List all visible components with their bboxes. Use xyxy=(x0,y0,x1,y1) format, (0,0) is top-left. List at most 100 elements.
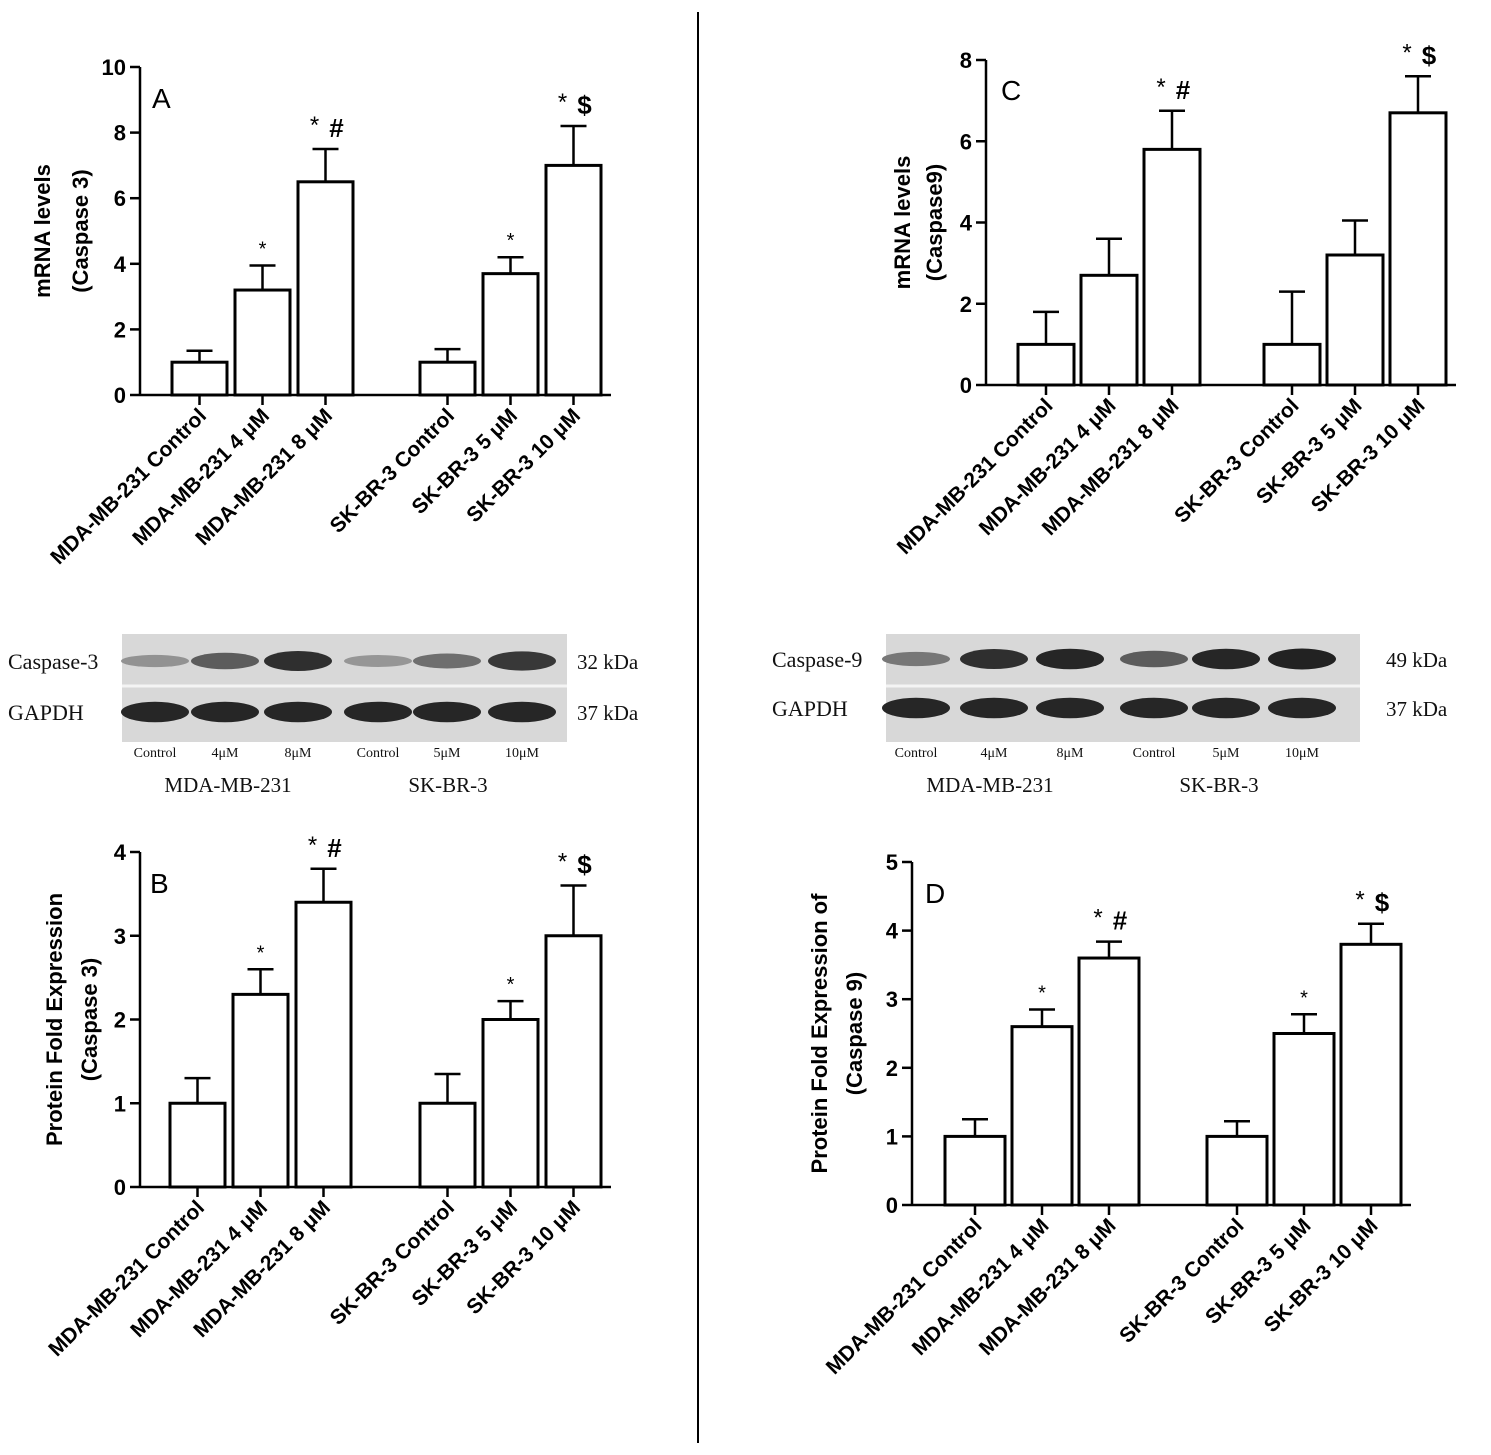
blot-row-label: GAPDH xyxy=(772,696,848,721)
cell-line-label: MDA-MB-231 xyxy=(164,773,291,797)
panel-label: A xyxy=(152,83,171,114)
blot-kda-label: 37 kDa xyxy=(577,701,639,725)
lane-label: Control xyxy=(1133,746,1176,761)
significance-asterisk: * xyxy=(558,89,567,116)
protein-band xyxy=(1036,697,1104,719)
bar xyxy=(1205,1134,1269,1207)
y-tick-label: 8 xyxy=(114,121,126,146)
category-label: SK-BR-3 10 μM xyxy=(462,404,585,527)
significance-asterisk: * xyxy=(1093,905,1102,932)
y-axis-label: (Caspase 9) xyxy=(842,972,867,1096)
y-tick-label: 4 xyxy=(114,252,127,277)
lane-label: 5μM xyxy=(1213,746,1241,761)
protein-band xyxy=(191,701,259,723)
y-axis-label: Protein Fold Expression xyxy=(42,893,67,1146)
bar xyxy=(1262,342,1322,387)
blot-kda-label: 49 kDa xyxy=(1386,648,1448,672)
significance-symbol: $ xyxy=(1375,888,1390,918)
significance-asterisk: * xyxy=(310,112,319,139)
y-tick-label: 0 xyxy=(886,1193,898,1218)
y-tick-label: 6 xyxy=(960,129,972,154)
y-tick-label: 4 xyxy=(886,919,899,944)
bar xyxy=(544,934,603,1189)
y-tick-label: 4 xyxy=(960,211,973,236)
y-axis-label: (Caspase 3) xyxy=(77,958,102,1082)
y-axis-label: (Caspase9) xyxy=(922,164,947,281)
significance-asterisk: * xyxy=(1402,39,1411,66)
chart-d: 0 1 2 3 4 5 Protein Fold Expression of (Caspase… xyxy=(807,850,1411,1379)
protein-band xyxy=(413,701,481,723)
protein-band xyxy=(1192,648,1260,670)
significance-symbol: # xyxy=(1176,75,1191,105)
chart-b: 0 1 2 3 4 Protein Fold Expression (Caspase 3) B… xyxy=(42,832,611,1361)
lane-label: 5μM xyxy=(434,746,462,761)
panel-label: C xyxy=(1001,75,1021,106)
protein-band xyxy=(1120,697,1188,719)
lane-label: Control xyxy=(895,746,938,761)
bar xyxy=(481,272,540,397)
bar xyxy=(1272,1032,1336,1207)
significance-symbol: # xyxy=(1113,906,1128,936)
bar xyxy=(481,1018,540,1189)
significance-symbol: $ xyxy=(577,850,592,880)
bar xyxy=(418,360,477,397)
lane-label: 10μM xyxy=(505,746,540,761)
y-axis-label: Protein Fold Expression of xyxy=(807,893,832,1174)
bar xyxy=(1339,942,1403,1207)
significance-symbol: # xyxy=(329,113,344,143)
bar xyxy=(170,360,229,397)
blot-row-label: Caspase-9 xyxy=(772,647,862,672)
bar xyxy=(943,1134,1007,1207)
bar xyxy=(544,163,603,397)
protein-band xyxy=(1192,697,1260,719)
protein-band xyxy=(1036,648,1104,670)
y-tick-label: 3 xyxy=(114,924,126,949)
y-tick-label: 5 xyxy=(886,850,898,875)
significance-asterisk: * xyxy=(1156,74,1165,101)
blot-kda-label: 32 kDa xyxy=(577,650,639,674)
category-label: SK-BR-3 Control xyxy=(1115,1214,1248,1347)
significance-asterisk: * xyxy=(1038,982,1046,1004)
bar xyxy=(1079,273,1139,387)
protein-band xyxy=(882,651,950,667)
y-tick-label: 2 xyxy=(114,317,126,342)
bar xyxy=(1388,111,1448,387)
y-axis-label: mRNA levels xyxy=(890,156,915,290)
protein-band xyxy=(264,651,332,671)
y-tick-label: 1 xyxy=(886,1124,898,1149)
y-tick-label: 6 xyxy=(114,186,126,211)
lane-label: 10μM xyxy=(1285,746,1320,761)
significance-asterisk: * xyxy=(257,942,265,964)
bar xyxy=(296,180,355,397)
protein-band xyxy=(488,701,556,723)
protein-band xyxy=(488,651,556,671)
cell-line-label: MDA-MB-231 xyxy=(926,773,1053,797)
protein-band xyxy=(1120,650,1188,668)
significance-asterisk: * xyxy=(308,832,317,859)
y-tick-label: 3 xyxy=(886,987,898,1012)
protein-band xyxy=(1268,648,1336,670)
y-tick-label: 10 xyxy=(102,55,126,80)
lane-label: 4μM xyxy=(212,746,240,761)
significance-symbol: $ xyxy=(1422,40,1437,70)
protein-band xyxy=(344,655,412,667)
lane-label: Control xyxy=(134,746,177,761)
protein-band xyxy=(413,653,481,669)
lane-label: Control xyxy=(357,746,400,761)
category-label: SK-BR-3 10 μM xyxy=(1260,1214,1383,1337)
bar xyxy=(231,992,290,1189)
lane-label: 8μM xyxy=(285,746,313,761)
significance-asterisk: * xyxy=(259,238,267,260)
significance-asterisk: * xyxy=(1300,987,1308,1009)
protein-band xyxy=(344,701,412,723)
significance-asterisk: * xyxy=(507,974,515,996)
y-tick-label: 2 xyxy=(114,1008,126,1033)
blot-row-label: GAPDH xyxy=(8,700,84,725)
panel-label: D xyxy=(925,878,945,909)
protein-band xyxy=(191,652,259,670)
protein-band xyxy=(121,701,189,723)
significance-asterisk: * xyxy=(558,849,567,876)
